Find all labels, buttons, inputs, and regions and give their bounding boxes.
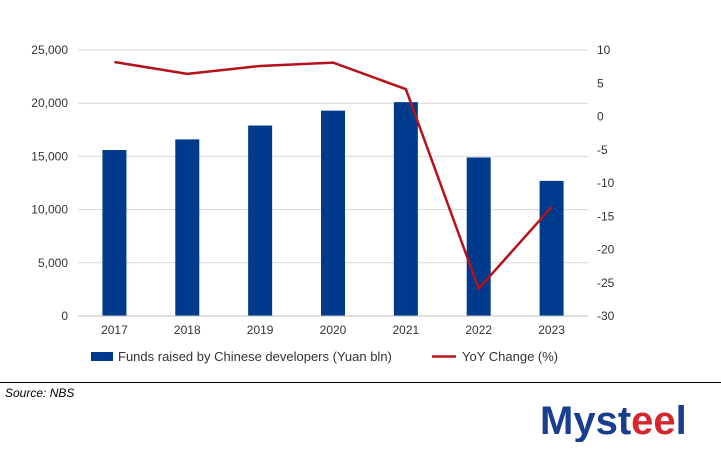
legend-bar-swatch: [91, 352, 113, 361]
right-tick-label: -5: [597, 143, 608, 157]
left-tick-label: 5,000: [38, 256, 68, 270]
x-tick-label: 2019: [247, 323, 274, 337]
bar-2023: [539, 180, 564, 316]
right-tick-label: -15: [597, 209, 615, 223]
left-tick-label: 15,000: [31, 149, 68, 163]
x-tick-label: 2021: [393, 323, 420, 337]
right-tick-label: -30: [597, 309, 615, 323]
svg-text:Mysteel: Mysteel: [540, 399, 687, 442]
x-tick-label: 2022: [465, 323, 492, 337]
logo-text-end: l: [676, 399, 687, 442]
bar-2018: [175, 139, 200, 316]
legend-bar-label: Funds raised by Chinese developers (Yuan…: [118, 349, 392, 364]
chart: 0 5,000 10,000 15,000 20,000 25,000 -30 -25 -20…: [31, 43, 615, 364]
mysteel-logo: Mysteel: [540, 398, 710, 443]
right-tick-label: 10: [597, 43, 611, 57]
right-axis-ticks: -30 -25 -20 -15 -10 -5 0 5 10: [597, 43, 615, 323]
x-tick-label: 2020: [320, 323, 347, 337]
left-tick-label: 10,000: [31, 203, 68, 217]
right-tick-label: 5: [597, 76, 604, 90]
right-tick-label: -10: [597, 176, 615, 190]
left-axis-ticks: 0 5,000 10,000 15,000 20,000 25,000: [31, 43, 68, 323]
x-tick-label: 2023: [538, 323, 565, 337]
logo-text-accent: ee: [631, 399, 676, 442]
source-divider: [0, 382, 721, 383]
left-tick-label: 25,000: [31, 43, 68, 57]
x-axis-ticks: 2017 2018 2019 2020 2021 2022 2023: [101, 323, 565, 337]
right-tick-label: -25: [597, 276, 615, 290]
bar-2020: [321, 110, 345, 316]
logo-text-main: Myst: [540, 399, 631, 442]
yoy-line: [114, 60, 553, 290]
right-tick-label: 0: [597, 110, 604, 124]
bar-2022: [466, 157, 491, 316]
left-tick-label: 20,000: [31, 96, 68, 110]
bar-2019: [248, 125, 273, 316]
x-tick-label: 2018: [174, 323, 201, 337]
bars: [102, 102, 564, 316]
right-tick-label: -20: [597, 243, 615, 257]
legend-line-label: YoY Change (%): [462, 349, 558, 364]
legend: Funds raised by Chinese developers (Yuan…: [91, 349, 558, 364]
source-note: Source: NBS: [5, 386, 75, 400]
x-tick-label: 2017: [101, 323, 128, 337]
bar-2021: [393, 102, 418, 316]
left-tick-label: 0: [61, 309, 68, 323]
bar-2017: [102, 150, 127, 316]
